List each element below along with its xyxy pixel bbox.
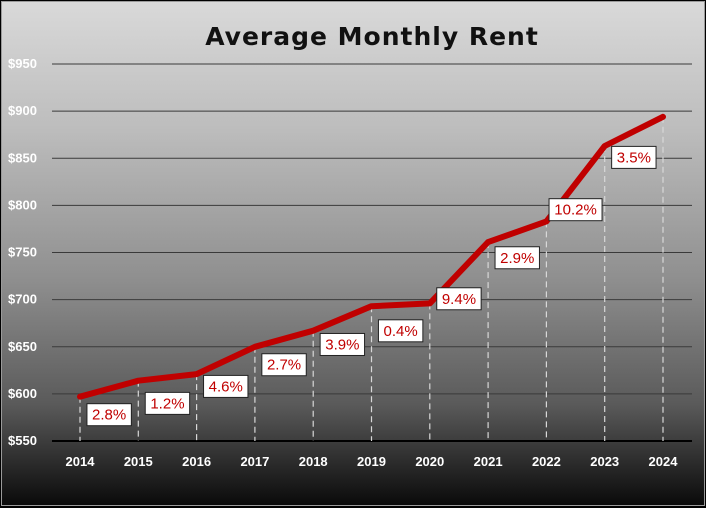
y-tick-label: $550 xyxy=(8,433,37,448)
data-label-text: 3.9% xyxy=(325,336,359,353)
data-label-box xyxy=(494,246,540,270)
y-tick-label: $650 xyxy=(8,339,37,354)
y-tick-label: $900 xyxy=(8,103,37,118)
x-tick-label: 2020 xyxy=(415,454,444,469)
data-label-box xyxy=(436,287,482,311)
x-tick-label: 2014 xyxy=(66,454,96,469)
data-label: 3.9% xyxy=(319,332,366,356)
data-label-text: 10.2% xyxy=(554,202,597,219)
data-label: 9.4% xyxy=(436,287,482,311)
data-label-text: 4.6% xyxy=(209,378,243,395)
x-tick-label: 2015 xyxy=(124,454,153,469)
data-label-box xyxy=(86,403,132,427)
x-tick-label: 2017 xyxy=(240,454,269,469)
data-label-box xyxy=(611,145,657,169)
data-labels: 2.8% 1.2% 4.6% 2.7% 3.9% 0.4% 9.4% 2.9% 10.2% 3.5… xyxy=(86,145,657,427)
y-tick-label: $950 xyxy=(8,56,37,71)
data-label: 4.6% xyxy=(203,374,249,398)
data-label-box xyxy=(203,374,249,398)
data-label-box xyxy=(144,391,191,415)
y-tick-label: $800 xyxy=(8,197,37,212)
data-label: 2.9% xyxy=(494,246,540,270)
data-label-text: 9.4% xyxy=(442,291,476,308)
data-label: 2.8% xyxy=(86,403,132,427)
data-label-box xyxy=(261,353,307,377)
x-tick-label: 2018 xyxy=(299,454,328,469)
data-label: 10.2% xyxy=(548,198,603,222)
data-label-text: 2.8% xyxy=(92,407,126,424)
x-tick-label: 2016 xyxy=(182,454,211,469)
data-label: 3.5% xyxy=(611,145,657,169)
chart-title: Average Monthly Rent xyxy=(205,22,539,51)
data-label: 1.2% xyxy=(144,391,191,415)
data-label-text: 2.9% xyxy=(500,250,534,267)
data-label-text: 1.2% xyxy=(150,395,184,412)
y-tick-label: $850 xyxy=(8,150,37,165)
y-tick-label: $700 xyxy=(8,292,37,307)
drop-lines xyxy=(79,116,664,441)
x-axis-ticks: 2014 2015 2016 2017 2018 2019 2020 2021 2022 2023… xyxy=(66,454,679,469)
data-label: 0.4% xyxy=(377,319,424,343)
data-label-text: 0.4% xyxy=(384,323,418,340)
series-line-layer xyxy=(77,113,666,400)
data-label-box xyxy=(548,198,603,222)
x-tick-label: 2021 xyxy=(474,454,503,469)
y-tick-label: $600 xyxy=(8,386,37,401)
y-axis-ticks: $550 $600 $650 $700 $750 $800 $850 $900 $950 xyxy=(8,56,37,448)
data-label-text: 2.7% xyxy=(267,357,301,374)
data-label-text: 3.5% xyxy=(617,149,651,166)
data-label-box xyxy=(377,319,424,343)
data-label-box xyxy=(319,332,366,356)
data-label: 2.7% xyxy=(261,353,307,377)
y-tick-label: $750 xyxy=(8,245,37,260)
x-tick-label: 2024 xyxy=(649,454,679,469)
series-line xyxy=(77,113,666,400)
gridlines xyxy=(52,63,692,442)
x-tick-label: 2022 xyxy=(532,454,561,469)
x-tick-label: 2019 xyxy=(357,454,386,469)
x-tick-label: 2023 xyxy=(590,454,619,469)
